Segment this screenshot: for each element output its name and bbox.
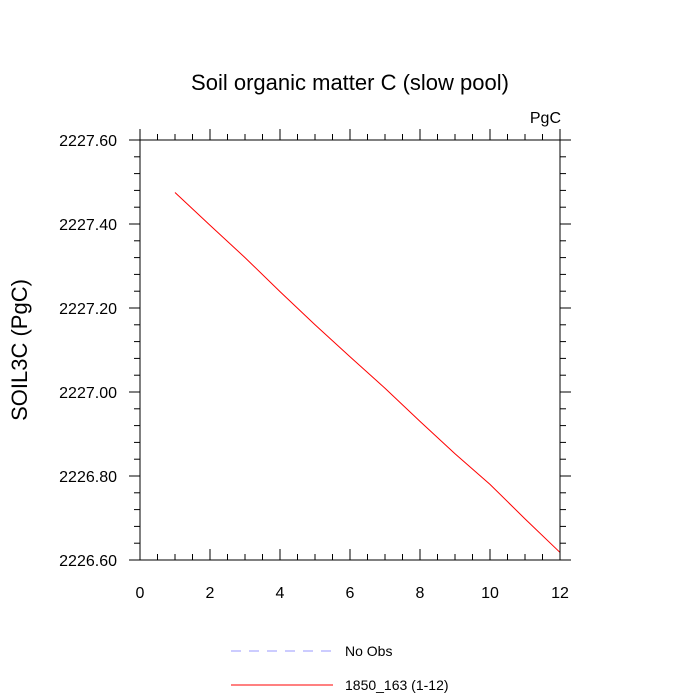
y-tick-label: 2226.80	[59, 469, 117, 486]
legend: No Obs 1850_163 (1-12)	[231, 643, 449, 693]
y-tick-label: 2227.60	[59, 133, 117, 150]
x-tick-label: 8	[416, 585, 425, 602]
y-axis-label: SOIL3C (PgC)	[7, 279, 32, 421]
series-line	[174, 192, 561, 553]
x-tick-label: 4	[276, 585, 285, 602]
legend-label: No Obs	[345, 643, 392, 659]
axis-ticks	[129, 129, 571, 561]
x-tick-label: 2	[206, 585, 215, 602]
x-tick-label: 12	[551, 585, 569, 602]
x-tick-labels: 0 2 4 6 8 10 12	[136, 585, 569, 602]
y-tick-label: 2227.40	[59, 217, 117, 234]
series-lines	[174, 192, 561, 553]
plot-frame	[139, 139, 561, 561]
y-tick-label: 2227.20	[59, 301, 117, 318]
units-label: PgC	[530, 110, 561, 127]
y-tick-label: 2227.00	[59, 385, 117, 402]
x-tick-label: 6	[346, 585, 355, 602]
chart-title: Soil organic matter C (slow pool)	[191, 70, 509, 95]
y-tick-label: 2226.60	[59, 553, 117, 570]
x-tick-label: 10	[481, 585, 499, 602]
y-tick-labels: 2226.60 2226.80 2227.00 2227.20 2227.40 2227.…	[59, 133, 117, 570]
x-tick-label: 0	[136, 585, 145, 602]
legend-label: 1850_163 (1-12)	[345, 677, 449, 693]
